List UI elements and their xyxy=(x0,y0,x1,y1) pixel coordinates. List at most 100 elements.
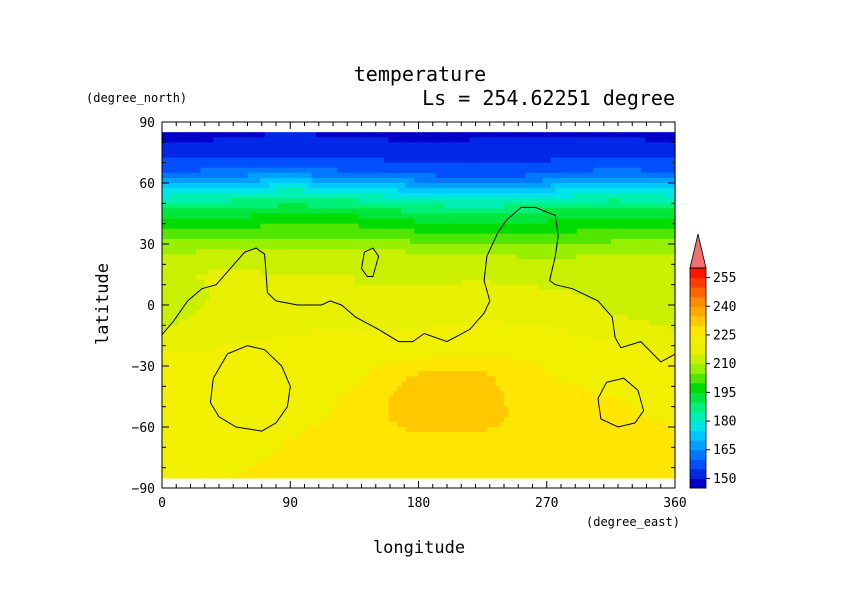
heatmap-cell xyxy=(576,335,582,342)
heatmap-cell xyxy=(217,279,223,286)
heatmap-cell xyxy=(333,279,338,286)
heatmap-cell xyxy=(653,259,659,265)
heatmap-cell xyxy=(662,299,668,306)
heatmap-cell xyxy=(439,162,445,169)
heatmap-cell xyxy=(303,152,308,159)
heatmap-cell xyxy=(251,269,257,276)
heatmap-cell xyxy=(439,330,445,337)
heatmap-cell xyxy=(619,223,625,230)
heatmap-cell xyxy=(328,284,334,291)
heatmap-cell xyxy=(183,157,189,164)
heatmap-cell xyxy=(213,233,219,240)
heatmap-cell xyxy=(559,259,565,265)
heatmap-cell xyxy=(221,264,227,271)
heatmap-cell xyxy=(529,137,535,143)
heatmap-cell xyxy=(495,310,501,316)
heatmap-cell xyxy=(397,172,402,179)
heatmap-cell xyxy=(238,330,244,337)
heatmap-cell xyxy=(474,279,479,286)
heatmap-cell xyxy=(670,320,676,326)
heatmap-cell xyxy=(367,172,373,179)
heatmap-cell xyxy=(401,142,407,149)
heatmap-cell xyxy=(268,335,274,342)
heatmap-cell xyxy=(452,167,458,174)
heatmap-cell xyxy=(174,157,180,164)
heatmap-cell xyxy=(525,264,531,271)
heatmap-cell xyxy=(397,294,402,301)
heatmap-cell xyxy=(444,325,450,332)
heatmap-cell xyxy=(444,183,450,189)
heatmap-cell xyxy=(632,167,638,174)
heatmap-cell xyxy=(645,218,650,225)
heatmap-cell xyxy=(615,254,621,260)
heatmap-cell xyxy=(568,152,574,159)
heatmap-cell xyxy=(439,279,445,286)
heatmap-cell xyxy=(260,330,266,337)
heatmap-cell xyxy=(435,228,441,235)
heatmap-cell xyxy=(495,172,501,179)
heatmap-cell xyxy=(285,188,291,194)
heatmap-cell xyxy=(521,198,526,204)
heatmap-cell xyxy=(294,299,300,306)
heatmap-cell xyxy=(427,177,432,184)
heatmap-cell xyxy=(409,264,415,271)
heatmap-cell xyxy=(204,147,210,154)
heatmap-cell xyxy=(333,177,338,184)
heatmap-cell xyxy=(247,137,253,143)
heatmap-cell xyxy=(572,183,578,189)
heatmap-cell xyxy=(303,310,308,316)
heatmap-cell xyxy=(418,157,424,164)
heatmap-cell xyxy=(439,254,445,260)
heatmap-cell xyxy=(568,294,574,301)
heatmap-cell xyxy=(653,228,659,235)
heatmap-cell xyxy=(632,269,638,276)
heatmap-cell xyxy=(474,137,479,143)
heatmap-cell xyxy=(521,162,526,169)
heatmap-cell xyxy=(162,208,167,215)
heatmap-cell xyxy=(636,233,642,240)
heatmap-cell xyxy=(598,259,603,265)
heatmap-cell xyxy=(337,244,343,250)
heatmap-cell xyxy=(431,269,437,276)
heatmap-cell xyxy=(337,157,343,164)
heatmap-cell xyxy=(627,177,633,184)
heatmap-cell xyxy=(303,208,308,215)
heatmap-cell xyxy=(439,137,445,143)
heatmap-cell xyxy=(602,137,608,143)
heatmap-cell xyxy=(281,193,287,199)
heatmap-cell xyxy=(427,132,432,138)
heatmap-cell xyxy=(495,198,501,204)
heatmap-cell xyxy=(542,320,548,326)
heatmap-cell xyxy=(422,142,428,149)
heatmap-cell xyxy=(491,244,497,250)
heatmap-cell xyxy=(401,162,407,169)
heatmap-cell xyxy=(516,238,522,245)
heatmap-cell xyxy=(191,172,197,179)
heatmap-cell xyxy=(397,238,402,245)
heatmap-cell xyxy=(499,208,505,215)
heatmap-cell xyxy=(546,315,552,321)
heatmap-cell xyxy=(367,289,373,296)
heatmap-cell xyxy=(405,269,411,276)
heatmap-cell xyxy=(499,162,505,169)
heatmap-cell xyxy=(615,147,621,154)
heatmap-cell xyxy=(367,330,373,337)
heatmap-cell xyxy=(486,208,492,215)
heatmap-cell xyxy=(268,259,274,265)
heatmap-cell xyxy=(350,188,355,194)
heatmap-cell xyxy=(623,137,629,143)
heatmap-cell xyxy=(640,188,646,194)
heatmap-cell xyxy=(170,147,176,154)
heatmap-cell xyxy=(465,320,471,326)
heatmap-cell xyxy=(422,167,428,174)
heatmap-cell xyxy=(610,279,616,286)
heatmap-cell xyxy=(666,213,672,220)
heatmap-cell xyxy=(431,213,437,220)
heatmap-cell xyxy=(380,320,385,326)
heatmap-cell xyxy=(341,320,347,326)
heatmap-cell xyxy=(610,147,616,154)
heatmap-cell xyxy=(491,310,497,316)
heatmap-cell xyxy=(606,244,612,250)
heatmap-cell xyxy=(170,325,176,332)
heatmap-cell xyxy=(341,325,347,332)
